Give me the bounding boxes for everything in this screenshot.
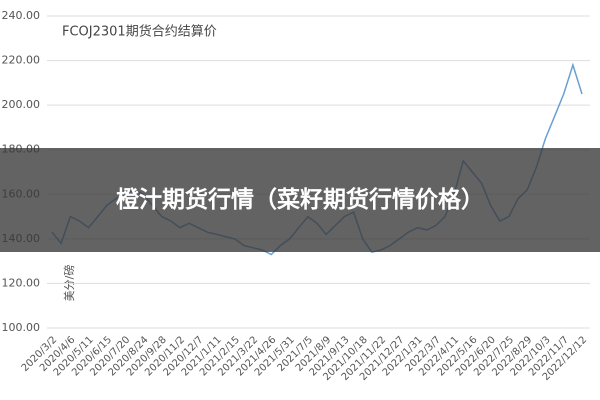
y-tick-label: 120.00 [2, 276, 41, 289]
overlay-text: 橙汁期货行情（菜籽期货行情价格） [116, 186, 484, 213]
y-tick-label: 100.00 [2, 321, 41, 334]
chart-title: FCOJ2301期货合约结算价 [62, 24, 217, 40]
y-tick-label: 220.00 [2, 54, 41, 67]
overlay-banner: 橙汁期货行情（菜籽期货行情价格） [0, 148, 600, 252]
y-tick-label: 240.00 [2, 9, 41, 22]
y-tick-label: 200.00 [2, 98, 41, 111]
